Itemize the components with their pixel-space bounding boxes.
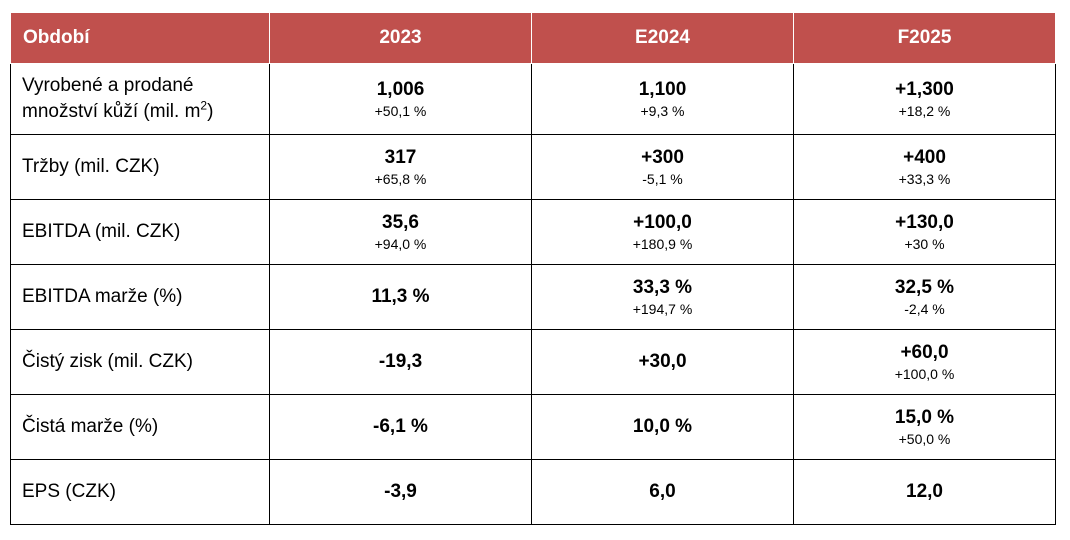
table-row-ebitda: EBITDA (mil. CZK) 35,6 +94,0 % +100,0 +1… <box>10 199 1056 265</box>
table-row-eps: EPS (CZK) -3,9 6,0 12,0 <box>10 459 1056 525</box>
table-row-net-margin: Čistá marže (%) -6,1 % 10,0 % 15,0 % +50… <box>10 394 1056 460</box>
value-2023: -19,3 <box>378 351 423 373</box>
cell-e2024: 1,100 +9,3 % <box>531 63 794 135</box>
cell-f2025: +400 +33,3 % <box>793 134 1056 200</box>
header-2023: 2023 <box>269 12 532 64</box>
row-label-ebitda: EBITDA (mil. CZK) <box>10 199 270 265</box>
row-label-line1: Vyrobené a prodané <box>22 75 194 97</box>
cell-f2025: 15,0 % +50,0 % <box>793 394 1056 460</box>
change-2023: +94,0 % <box>374 235 427 252</box>
cell-2023: 11,3 % <box>269 264 532 330</box>
cell-e2024: 10,0 % <box>531 394 794 460</box>
cell-e2024: 6,0 <box>531 459 794 525</box>
change-f2025: +50,0 % <box>898 430 951 447</box>
value-f2025: 15,0 % <box>894 407 955 429</box>
value-e2024: +30,0 <box>638 351 687 373</box>
row-label-net-profit: Čistý zisk (mil. CZK) <box>10 329 270 395</box>
value-f2025: +400 <box>903 147 946 169</box>
value-f2025: 12,0 <box>906 481 943 503</box>
cell-e2024: +30,0 <box>531 329 794 395</box>
table-row-revenue: Tržby (mil. CZK) 317 +65,8 % +300 -5,1 %… <box>10 134 1056 200</box>
value-e2024: 6,0 <box>649 481 676 503</box>
value-e2024: +300 <box>641 147 684 169</box>
change-f2025: +30 % <box>904 235 945 252</box>
row-label-volume: Vyrobené a prodané množství kůží (mil. m… <box>10 63 270 135</box>
cell-f2025: 32,5 % -2,4 % <box>793 264 1056 330</box>
cell-2023: 35,6 +94,0 % <box>269 199 532 265</box>
header-f2025: F2025 <box>793 12 1056 64</box>
change-e2024: +194,7 % <box>632 300 693 317</box>
cell-2023: -6,1 % <box>269 394 532 460</box>
header-e2024: E2024 <box>531 12 794 64</box>
value-2023: 11,3 % <box>371 286 430 308</box>
table-row-volume: Vyrobené a prodané množství kůží (mil. m… <box>10 63 1056 135</box>
value-e2024: 1,100 <box>638 79 687 101</box>
change-e2024: +180,9 % <box>632 235 693 252</box>
value-f2025: +130,0 <box>895 212 954 234</box>
value-2023: 1,006 <box>376 79 425 101</box>
change-2023: +50,1 % <box>374 102 427 119</box>
value-2023: 317 <box>384 147 417 169</box>
value-e2024: +100,0 <box>633 212 692 234</box>
financial-table-container: Období 2023 E2024 F2025 Vyrobené a proda… <box>10 12 1056 525</box>
change-f2025: +18,2 % <box>898 102 951 119</box>
cell-2023: 1,006 +50,1 % <box>269 63 532 135</box>
cell-2023: -3,9 <box>269 459 532 525</box>
row-label-eps: EPS (CZK) <box>10 459 270 525</box>
cell-e2024: +100,0 +180,9 % <box>531 199 794 265</box>
change-e2024: -5,1 % <box>642 170 683 187</box>
row-label-superscript: 2 <box>200 98 208 113</box>
table-row-net-profit: Čistý zisk (mil. CZK) -19,3 +30,0 +60,0 … <box>10 329 1056 395</box>
change-f2025: +33,3 % <box>898 170 951 187</box>
financial-summary-table: Období 2023 E2024 F2025 Vyrobené a proda… <box>10 12 1056 525</box>
cell-f2025: +130,0 +30 % <box>793 199 1056 265</box>
cell-e2024: 33,3 % +194,7 % <box>531 264 794 330</box>
cell-f2025: 12,0 <box>793 459 1056 525</box>
change-f2025: -2,4 % <box>904 300 945 317</box>
value-2023: -3,9 <box>384 481 417 503</box>
row-label-ebitda-margin: EBITDA marže (%) <box>10 264 270 330</box>
change-e2024: +9,3 % <box>640 102 685 119</box>
change-2023: +65,8 % <box>374 170 427 187</box>
cell-f2025: +1,300 +18,2 % <box>793 63 1056 135</box>
row-label-tail: ) <box>207 101 214 122</box>
change-f2025: +100,0 % <box>894 365 955 382</box>
cell-2023: 317 +65,8 % <box>269 134 532 200</box>
value-f2025: 32,5 % <box>894 277 955 299</box>
row-label-revenue: Tržby (mil. CZK) <box>10 134 270 200</box>
value-f2025: +60,0 <box>900 342 949 364</box>
row-label-net-margin: Čistá marže (%) <box>10 394 270 460</box>
value-e2024: 10,0 % <box>632 416 693 438</box>
cell-e2024: +300 -5,1 % <box>531 134 794 200</box>
table-header-row: Období 2023 E2024 F2025 <box>10 12 1056 64</box>
value-f2025: +1,300 <box>895 79 954 101</box>
table-row-ebitda-margin: EBITDA marže (%) 11,3 % 33,3 % +194,7 % … <box>10 264 1056 330</box>
value-e2024: 33,3 % <box>632 277 693 299</box>
cell-f2025: +60,0 +100,0 % <box>793 329 1056 395</box>
cell-2023: -19,3 <box>269 329 532 395</box>
row-label-line2: množství kůží (mil. m <box>22 101 201 122</box>
value-2023: 35,6 <box>382 212 419 234</box>
header-period: Období <box>10 12 270 64</box>
value-2023: -6,1 % <box>373 416 428 438</box>
